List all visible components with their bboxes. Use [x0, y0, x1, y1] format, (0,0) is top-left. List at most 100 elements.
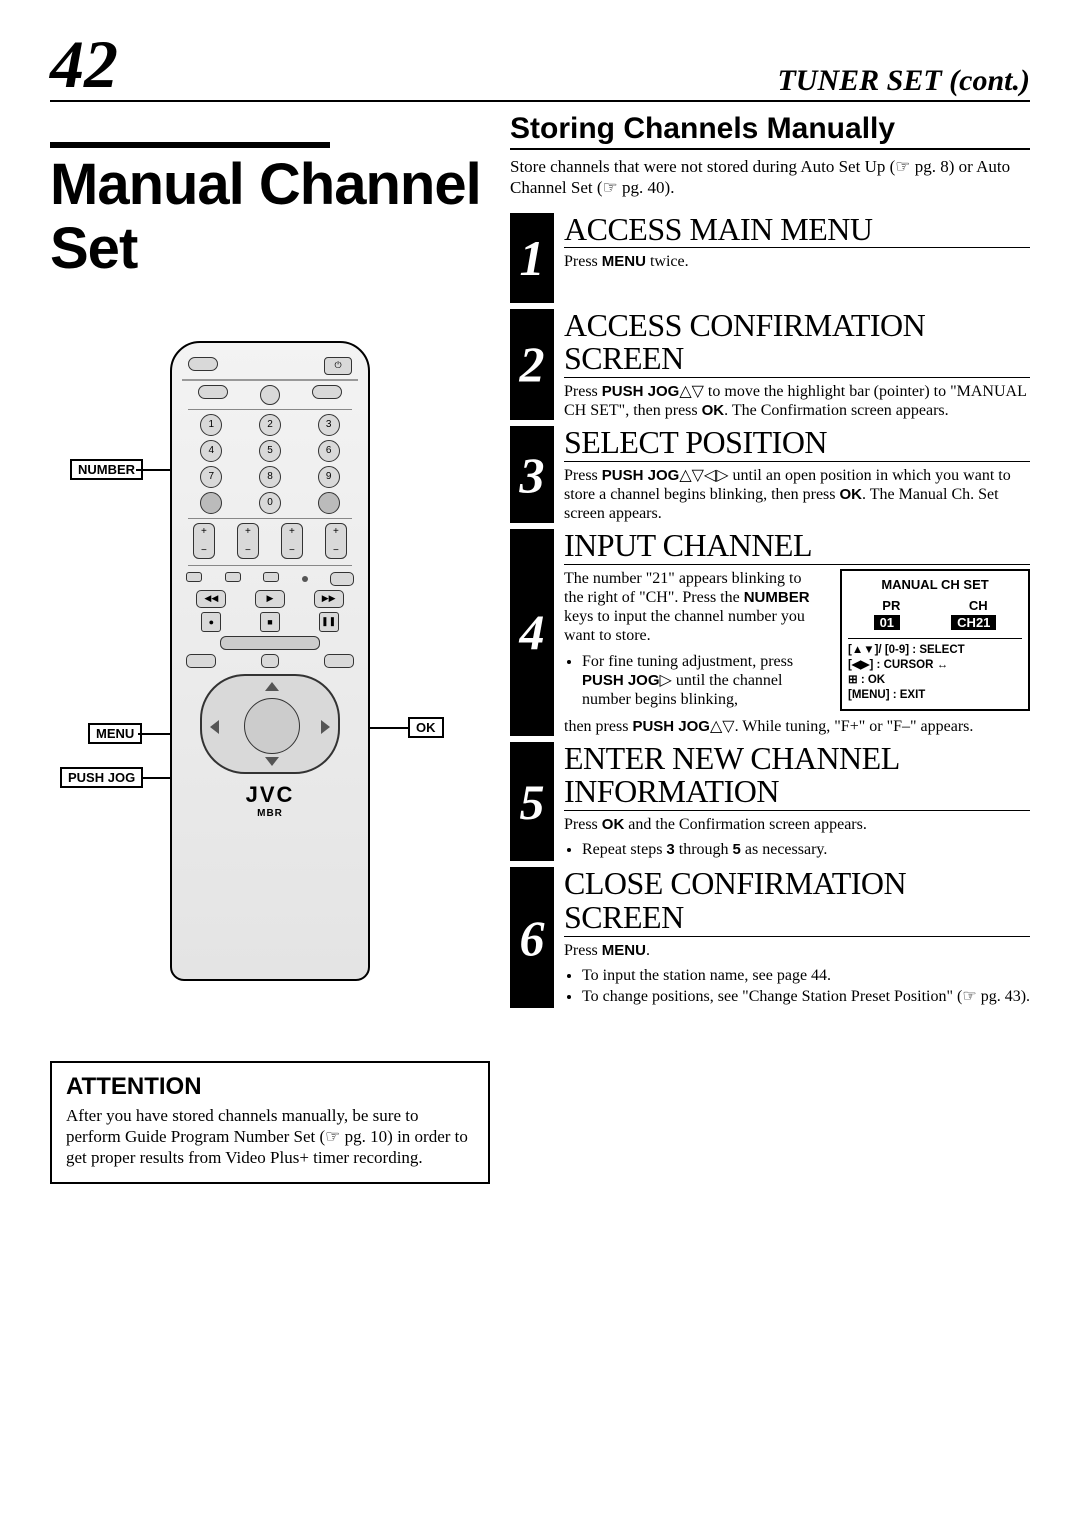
remote-illustration: NUMBER MENU PUSH JOG OK ⏻ — [50, 341, 490, 1021]
remote-button — [261, 654, 279, 668]
sub-intro: Store channels that were not stored duri… — [510, 156, 1030, 199]
attention-title: ATTENTION — [66, 1073, 474, 1101]
osd-label: PR — [882, 598, 900, 613]
stop-button: ■ — [260, 612, 280, 632]
num-button: 2 — [259, 414, 281, 436]
power-button: ⏻ — [324, 357, 352, 375]
remote-button — [200, 492, 222, 514]
remote-button — [330, 572, 354, 586]
remote-button — [260, 385, 280, 405]
right-column: Storing Channels Manually Store channels… — [510, 112, 1030, 1184]
page-header: 42 TUNER SET (cont.) — [50, 30, 1030, 102]
step-text: Press OK and the Confirmation screen app… — [564, 815, 1030, 834]
osd-screen: MANUAL CH SET PR CH 01 CH21 [▲▼]/ [0-9] … — [840, 569, 1030, 711]
divider — [848, 638, 1022, 639]
step-title: ACCESS CONFIRMATION SCREEN — [564, 309, 1030, 378]
step-text: Press MENU twice. — [564, 252, 1030, 271]
step-number: 2 — [510, 309, 554, 421]
pause-button: ❚❚ — [319, 612, 339, 632]
step-text: then press PUSH JOG△▽. While tuning, "F+… — [564, 717, 1030, 736]
osd-hint: [MENU] : EXIT — [848, 688, 1022, 703]
callout-menu: MENU — [88, 723, 142, 744]
num-button: 0 — [259, 492, 281, 514]
bullet-item: To change positions, see "Change Station… — [582, 987, 1030, 1006]
attention-text: After you have stored channels manually,… — [66, 1105, 474, 1169]
remote-button — [186, 572, 202, 582]
bullet-list: Repeat steps 3 through 5 as necessary. — [582, 840, 1030, 859]
step-title: ENTER NEW CHANNEL INFORMATION — [564, 742, 1030, 811]
remote-button — [198, 385, 228, 399]
text: Press — [564, 253, 602, 270]
divider — [188, 518, 352, 519]
remote-body: ⏻ 123 456 789 0 — [170, 341, 370, 981]
step-number: 1 — [510, 213, 554, 303]
rewind-button: ◀◀ — [196, 590, 226, 608]
step-text: Press PUSH JOG△▽ to move the highlight b… — [564, 382, 1030, 420]
text-bold: MENU — [602, 253, 646, 270]
ok-button — [324, 654, 354, 668]
num-button: 7 — [200, 466, 222, 488]
content: Manual Channel Set NUMBER MENU PUSH JOG … — [50, 112, 1030, 1184]
remote-button — [220, 636, 320, 650]
num-button: 4 — [200, 440, 222, 462]
sub-title: Storing Channels Manually — [510, 112, 1030, 150]
jog-right-icon — [321, 720, 330, 734]
bullet-item: For fine tuning adjustment, press PUSH J… — [582, 652, 820, 710]
osd-label: CH — [969, 598, 988, 613]
remote-button — [237, 523, 259, 559]
divider — [188, 409, 352, 410]
bullet-list: For fine tuning adjustment, press PUSH J… — [582, 652, 820, 710]
divider — [182, 379, 358, 381]
bullet-item: Repeat steps 3 through 5 as necessary. — [582, 840, 1030, 859]
remote-button — [188, 357, 218, 371]
remote-button — [281, 523, 303, 559]
page-number: 42 — [50, 30, 118, 98]
menu-button — [186, 654, 216, 668]
divider — [188, 565, 352, 566]
step-2: 2 ACCESS CONFIRMATION SCREEN Press PUSH … — [510, 309, 1030, 421]
step-number: 4 — [510, 529, 554, 736]
record-button: ● — [201, 612, 221, 632]
step-text: Press MENU. — [564, 941, 1030, 960]
callout-push-jog: PUSH JOG — [60, 767, 143, 788]
osd-hint: ⊞ : OK — [848, 673, 1022, 688]
step-3: 3 SELECT POSITION Press PUSH JOG△▽◁▷ unt… — [510, 426, 1030, 523]
osd-title: MANUAL CH SET — [848, 577, 1022, 592]
step-5: 5 ENTER NEW CHANNEL INFORMATION Press OK… — [510, 742, 1030, 862]
jog-center — [244, 698, 300, 754]
step-text: Press PUSH JOG△▽◁▷ until an open positio… — [564, 466, 1030, 524]
step-number: 5 — [510, 742, 554, 862]
num-button: 9 — [318, 466, 340, 488]
osd-hint: [▲▼]/ [0-9] : SELECT — [848, 643, 1022, 658]
num-button: 6 — [318, 440, 340, 462]
play-button: ▶ — [255, 590, 285, 608]
jog-down-icon — [265, 757, 279, 766]
jvc-logo: JVC — [182, 782, 358, 808]
text: twice. — [646, 253, 689, 270]
num-button: 3 — [318, 414, 340, 436]
step-number: 3 — [510, 426, 554, 523]
remote-button — [193, 523, 215, 559]
remote-button — [312, 385, 342, 399]
push-jog-dial — [200, 674, 340, 774]
bullet-list: To input the station name, see page 44. … — [582, 966, 1030, 1006]
osd-value: CH21 — [951, 615, 996, 630]
left-column: Manual Channel Set NUMBER MENU PUSH JOG … — [50, 112, 490, 1184]
step-title: ACCESS MAIN MENU — [564, 213, 1030, 249]
bullet-item: To input the station name, see page 44. — [582, 966, 1030, 985]
remote-led — [302, 576, 308, 582]
attention-box: ATTENTION After you have stored channels… — [50, 1061, 490, 1185]
jog-up-icon — [265, 682, 279, 691]
step-text: The number "21" appears blinking to the … — [564, 569, 820, 646]
jvc-sublogo: MBR — [182, 808, 358, 819]
remote-button — [318, 492, 340, 514]
osd-value: 01 — [874, 615, 900, 630]
num-button: 8 — [259, 466, 281, 488]
step-4: 4 INPUT CHANNEL The number "21" appears … — [510, 529, 1030, 736]
main-title: Manual Channel Set — [50, 153, 490, 281]
callout-number: NUMBER — [70, 459, 143, 480]
callout-ok: OK — [408, 717, 444, 738]
remote-button — [263, 572, 279, 582]
step-title: SELECT POSITION — [564, 426, 1030, 462]
num-button: 1 — [200, 414, 222, 436]
